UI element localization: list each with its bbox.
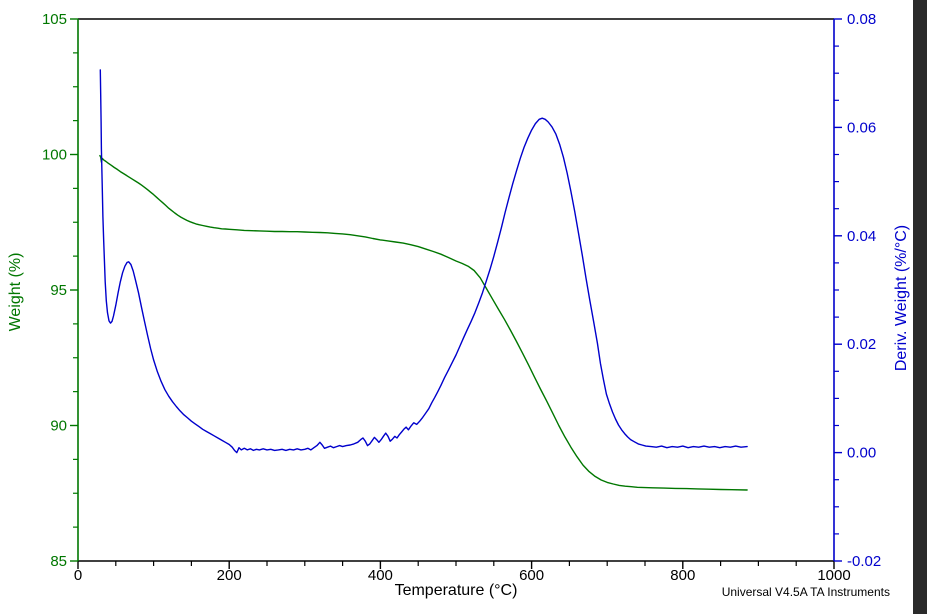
left-tick-label: 85 <box>50 553 67 570</box>
right-tick-label: 0.00 <box>847 445 876 462</box>
right-tick-label: -0.02 <box>847 553 881 570</box>
left-tick-label: 95 <box>50 282 67 299</box>
x-axis-title: Temperature (°C) <box>394 582 518 599</box>
deriv_weight-curve <box>99 69 748 454</box>
x-tick-label: 400 <box>368 567 393 584</box>
x-tick-label: 200 <box>217 567 242 584</box>
left-tick-label: 90 <box>50 418 67 435</box>
right-tick-label: 0.08 <box>847 11 876 28</box>
x-tick-label: 600 <box>519 567 544 584</box>
window-edge-strip <box>913 0 927 614</box>
x-tick-label: 0 <box>74 567 82 584</box>
left-axis-title: Weight (%) <box>7 252 24 332</box>
weight-curve <box>99 154 748 491</box>
left-tick-label: 105 <box>42 11 67 28</box>
right-tick-label: 0.06 <box>847 119 876 136</box>
watermark-text: Universal V4.5A TA Instruments <box>721 585 890 599</box>
x-tick-label: 1000 <box>817 567 850 584</box>
right-tick-label: 0.02 <box>847 336 876 353</box>
left-tick-label: 100 <box>42 147 67 164</box>
right-axis-title: Deriv. Weight (%/°C) <box>893 224 910 372</box>
x-tick-label: 800 <box>670 567 695 584</box>
right-tick-label: 0.04 <box>847 228 876 245</box>
